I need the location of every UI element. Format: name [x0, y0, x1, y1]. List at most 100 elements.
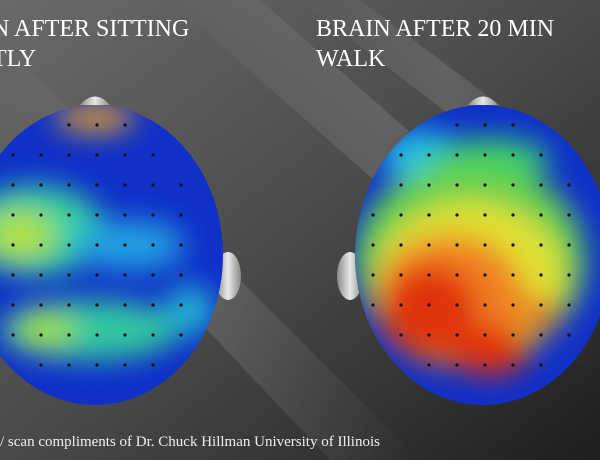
- electrode: [455, 273, 459, 277]
- electrode: [483, 243, 487, 247]
- electrode: [455, 183, 459, 187]
- electrode: [67, 183, 71, 187]
- electrode: [11, 213, 15, 217]
- electrode: [151, 153, 155, 157]
- electrode: [511, 153, 515, 157]
- electrode: [151, 363, 155, 367]
- electrode: [455, 123, 459, 127]
- electrode: [539, 243, 543, 247]
- electrode: [399, 213, 403, 217]
- electrode: [123, 363, 127, 367]
- electrode: [399, 183, 403, 187]
- electrode: [11, 303, 15, 307]
- electrode: [455, 213, 459, 217]
- electrode: [539, 213, 543, 217]
- electrode: [371, 273, 375, 277]
- electrode: [11, 273, 15, 277]
- electrode: [567, 183, 571, 187]
- electrode: [399, 243, 403, 247]
- electrode: [39, 303, 43, 307]
- electrode: [123, 303, 127, 307]
- electrode: [67, 363, 71, 367]
- electrode: [539, 183, 543, 187]
- electrode: [567, 303, 571, 307]
- electrode: [11, 243, 15, 247]
- electrode: [179, 183, 183, 187]
- electrode: [39, 273, 43, 277]
- electrode: [67, 213, 71, 217]
- electrode: [539, 363, 543, 367]
- electrode: [483, 333, 487, 337]
- electrode: [95, 303, 99, 307]
- electrode: [511, 243, 515, 247]
- right-title-line1: BRAIN AFTER 20 MIN: [316, 16, 554, 42]
- electrode: [483, 123, 487, 127]
- left-title-line1: N AFTER SITTING: [0, 16, 189, 42]
- electrodes: [11, 123, 571, 367]
- electrode: [11, 333, 15, 337]
- electrode: [511, 183, 515, 187]
- electrode: [39, 243, 43, 247]
- electrode: [427, 303, 431, 307]
- electrode: [483, 303, 487, 307]
- right-title-line2: WALK: [316, 46, 386, 72]
- electrode: [371, 213, 375, 217]
- electrode: [123, 123, 127, 127]
- electrode: [483, 153, 487, 157]
- electrode: [95, 213, 99, 217]
- electrode: [539, 333, 543, 337]
- electrode: [567, 243, 571, 247]
- electrode: [179, 303, 183, 307]
- electrode: [39, 333, 43, 337]
- electrode: [123, 183, 127, 187]
- electrode: [371, 243, 375, 247]
- electrode: [151, 303, 155, 307]
- electrode: [95, 183, 99, 187]
- left-head: [0, 96, 241, 405]
- electrode: [67, 273, 71, 277]
- electrode: [539, 273, 543, 277]
- right-head: [337, 96, 600, 405]
- electrode: [123, 273, 127, 277]
- electrode: [67, 303, 71, 307]
- electrode: [95, 243, 99, 247]
- electrode: [483, 273, 487, 277]
- electrode: [67, 153, 71, 157]
- electrode: [455, 363, 459, 367]
- electrode: [567, 273, 571, 277]
- electrode: [11, 153, 15, 157]
- electrode: [483, 183, 487, 187]
- electrode: [427, 213, 431, 217]
- electrode: [179, 333, 183, 337]
- electrode: [427, 273, 431, 277]
- electrode: [567, 333, 571, 337]
- electrode: [95, 123, 99, 127]
- electrode: [179, 213, 183, 217]
- electrode: [179, 273, 183, 277]
- electrode: [151, 333, 155, 337]
- caption: / scan compliments of Dr. Chuck Hillman …: [0, 434, 380, 450]
- electrode: [123, 243, 127, 247]
- electrode: [399, 333, 403, 337]
- electrode: [427, 363, 431, 367]
- electrode: [39, 153, 43, 157]
- electrode: [95, 153, 99, 157]
- electrode: [371, 303, 375, 307]
- electrode: [483, 363, 487, 367]
- electrode: [95, 333, 99, 337]
- electrode: [455, 243, 459, 247]
- electrode: [455, 153, 459, 157]
- electrode: [151, 273, 155, 277]
- electrode: [511, 333, 515, 337]
- electrode: [511, 363, 515, 367]
- electrode: [567, 213, 571, 217]
- electrode: [483, 213, 487, 217]
- electrode: [39, 183, 43, 187]
- electrode: [39, 213, 43, 217]
- left-title-line2: TLY: [0, 46, 36, 72]
- electrode: [151, 243, 155, 247]
- electrode: [399, 153, 403, 157]
- electrode: [427, 153, 431, 157]
- electrode: [427, 333, 431, 337]
